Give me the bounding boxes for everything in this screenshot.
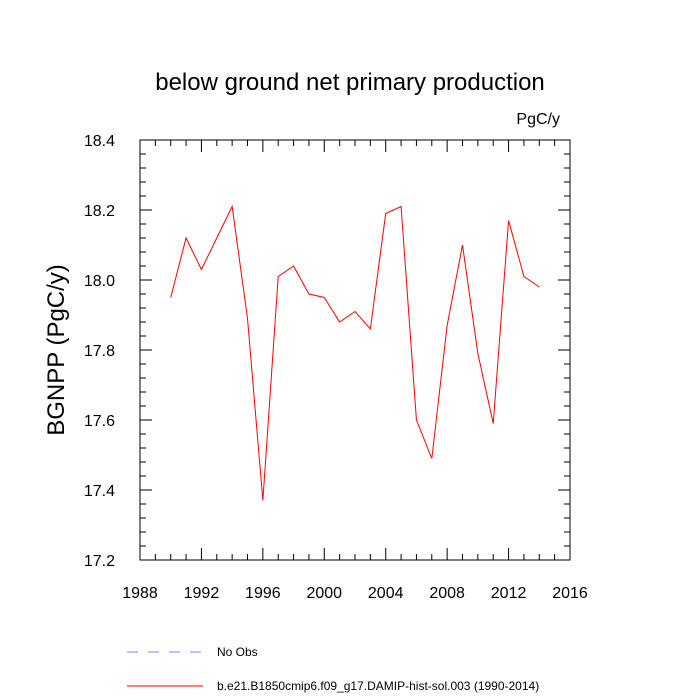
- y-tick-label: 17.8: [84, 343, 115, 360]
- data-point: [493, 423, 494, 424]
- data-point: [355, 311, 356, 312]
- data-point: [339, 322, 340, 323]
- data-point: [416, 420, 417, 421]
- data-point: [385, 213, 386, 214]
- x-tick-label: 1988: [122, 585, 158, 602]
- data-point: [186, 238, 187, 239]
- data-point: [401, 206, 402, 207]
- data-point: [370, 329, 371, 330]
- data-point: [431, 458, 432, 459]
- plot-frame: [139, 139, 571, 561]
- x-tick-label: 1996: [245, 585, 281, 602]
- x-tick-label: 2008: [429, 585, 465, 602]
- y-tick-label: 17.4: [84, 483, 115, 500]
- y-tick-label: 18.0: [84, 273, 115, 290]
- data-point: [247, 318, 248, 319]
- x-tick-label: 2012: [491, 585, 527, 602]
- data-point: [324, 297, 325, 298]
- data-point: [232, 206, 233, 207]
- units-label: PgC/y: [516, 111, 560, 128]
- axis-tick-labels: 1988 1992 1996 2000 2004 2008 2012 2016 17.2 17.4…: [84, 133, 588, 602]
- data-point: [216, 238, 217, 239]
- data-point: [201, 269, 202, 270]
- x-tick-label: 2016: [552, 585, 588, 602]
- x-tick-label: 2004: [368, 585, 404, 602]
- data-point: [293, 266, 294, 267]
- data-point: [308, 294, 309, 295]
- data-point: [508, 220, 509, 221]
- legend-label: b.e21.B1850cmip6.f09_g17.DAMIP-hist-sol.…: [217, 679, 539, 693]
- series-line: [170, 204, 540, 501]
- legend: No Obs b.e21.B1850cmip6.f09_g17.DAMIP-his…: [127, 645, 539, 693]
- chart-title: below ground net primary production: [155, 69, 545, 96]
- data-point: [462, 245, 463, 246]
- x-tick-label: 1992: [184, 585, 220, 602]
- y-tick-label: 18.2: [84, 203, 115, 220]
- data-point: [170, 297, 171, 298]
- data-point: [477, 353, 478, 354]
- data-point: [447, 325, 448, 326]
- y-tick-label: 17.2: [84, 553, 115, 570]
- data-point: [262, 500, 263, 501]
- data-point: [278, 276, 279, 277]
- x-tick-label: 2000: [306, 585, 342, 602]
- y-tick-label: 18.4: [84, 133, 115, 150]
- series-group: [170, 204, 540, 501]
- data-point: [523, 276, 524, 277]
- data-point: [539, 287, 540, 288]
- legend-label: No Obs: [217, 645, 258, 659]
- y-tick-label: 17.6: [84, 413, 115, 430]
- axis-ticks: [139, 139, 571, 561]
- y-axis-label: BGNPP (PgC/y): [43, 264, 70, 436]
